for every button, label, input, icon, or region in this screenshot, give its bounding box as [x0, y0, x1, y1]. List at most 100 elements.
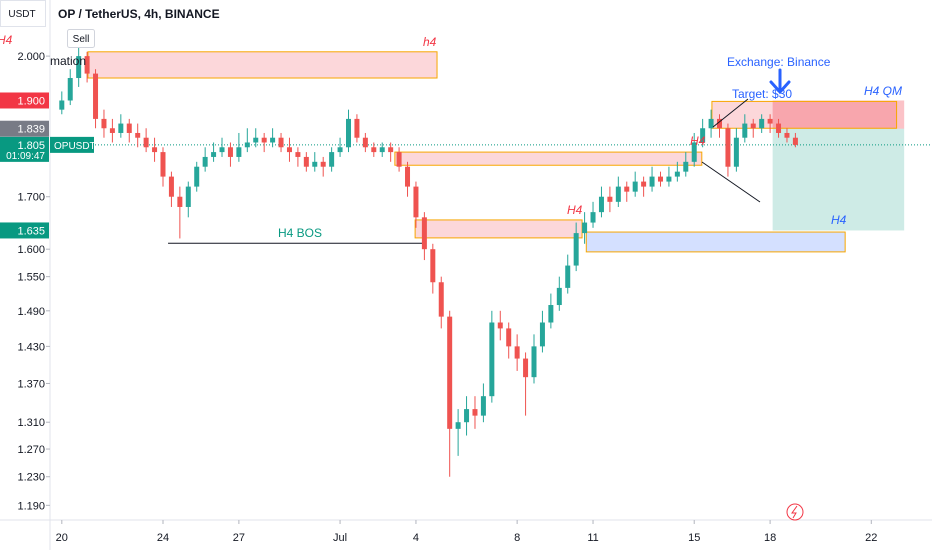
candle-body — [742, 123, 748, 138]
candle-body — [413, 186, 419, 218]
candle-body — [514, 346, 520, 359]
candle-body — [548, 305, 554, 323]
last-price-label: 1.805 — [17, 140, 45, 152]
candle-body — [649, 176, 655, 187]
price-label-box — [0, 120, 49, 137]
candle-body — [345, 118, 351, 148]
x-tick-label: 22 — [865, 532, 877, 544]
alert-icon[interactable] — [786, 503, 804, 521]
annotation: H4 BOS — [278, 226, 322, 240]
candle-body — [84, 56, 90, 74]
candle-body — [733, 137, 739, 167]
x-tick-label: 11 — [587, 532, 598, 544]
annotation: H4 QM — [864, 84, 902, 98]
y-tick-label: 1.370 — [17, 378, 45, 390]
price-label-box — [0, 222, 49, 239]
annotation: mation — [50, 54, 86, 68]
candle-body — [607, 196, 613, 202]
candle-body — [657, 176, 663, 182]
zone — [772, 100, 905, 129]
zone — [87, 51, 438, 79]
candle-body — [455, 422, 461, 429]
candle-body — [337, 147, 343, 153]
x-tick-label: Jul — [333, 532, 347, 544]
annotation: H4 — [567, 203, 583, 217]
y-tick-label: 1.230 — [17, 472, 45, 484]
candle-body — [93, 73, 99, 119]
candle-body — [270, 137, 276, 143]
y-tick-label: 1.310 — [17, 417, 45, 429]
candle-body — [683, 161, 689, 172]
candle-body — [767, 118, 773, 124]
candle-body — [236, 147, 242, 157]
zone — [585, 231, 846, 253]
annotation: Exchange: Binance — [727, 55, 831, 69]
x-tick-label: 15 — [688, 532, 700, 544]
candle-body — [286, 147, 292, 153]
candle-body — [126, 123, 132, 133]
annotation: Target: $30 — [732, 87, 792, 101]
candle-body — [202, 156, 208, 167]
candle-body — [792, 137, 798, 145]
candle-body — [590, 212, 596, 223]
candle-body — [354, 118, 360, 138]
candle-body — [497, 322, 503, 329]
price-label: 1.900 — [17, 95, 45, 107]
candle-body — [632, 181, 638, 192]
candle-body — [615, 186, 621, 202]
candle-body — [143, 137, 149, 148]
x-tick-label: 8 — [514, 532, 520, 544]
candle-body — [750, 123, 756, 129]
zone — [772, 128, 905, 231]
candle-body — [582, 222, 588, 234]
last-price-box — [0, 136, 49, 162]
arrow — [769, 68, 791, 95]
candle-body — [227, 147, 233, 157]
candle-body — [598, 196, 604, 213]
candle-body — [430, 249, 436, 283]
candle-body — [776, 123, 782, 133]
sell-button[interactable] — [67, 29, 95, 48]
y-tick-label: 1.270 — [17, 444, 45, 456]
x-tick-label: 20 — [56, 532, 68, 544]
currency: USDT — [8, 9, 35, 20]
annotation: H4 — [690, 134, 706, 148]
zone — [394, 151, 703, 166]
candle-body — [67, 78, 73, 101]
candle-body — [717, 118, 723, 129]
candle-body — [194, 166, 200, 187]
currency-box[interactable] — [0, 0, 46, 27]
y-tick-label: 1.700 — [17, 192, 45, 204]
candle-body — [691, 142, 697, 162]
candle-body — [556, 287, 562, 306]
candle-body — [135, 132, 141, 138]
candle-body — [531, 346, 537, 378]
candle-body — [725, 128, 731, 167]
price-label-box — [0, 92, 49, 109]
candle-body — [523, 358, 529, 378]
candle-body — [480, 396, 486, 416]
candle-body — [438, 282, 444, 317]
y-tick-label: 1.490 — [17, 306, 45, 318]
annotation: h4 — [423, 35, 437, 49]
candle-body — [118, 123, 124, 133]
candle-body — [624, 186, 630, 192]
sell-label: Sell — [73, 34, 90, 45]
candle-body — [219, 147, 225, 153]
candle-body — [303, 156, 309, 167]
symbol-box — [50, 136, 94, 153]
y-tick-label: 1.550 — [17, 272, 45, 284]
candle-body — [320, 161, 326, 167]
candle-body — [405, 166, 411, 187]
candle-body — [388, 147, 394, 153]
candle-body — [573, 233, 579, 266]
candle-body — [379, 147, 385, 153]
plot-area — [50, 43, 932, 477]
candle-body — [396, 152, 402, 167]
zone — [414, 219, 583, 239]
candle-body — [539, 322, 545, 347]
y-tick-label: 1.600 — [17, 244, 45, 256]
candle-body — [700, 128, 706, 143]
candle-body — [565, 265, 571, 288]
